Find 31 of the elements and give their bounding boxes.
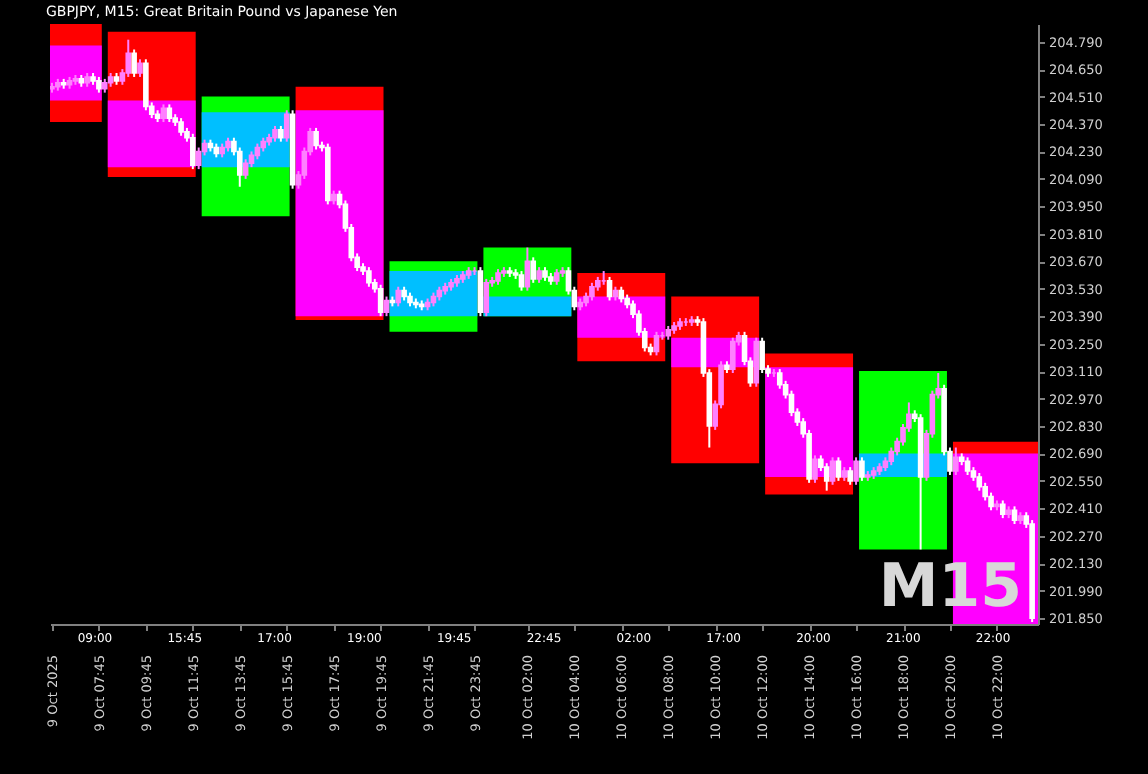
candlestick <box>524 246 531 292</box>
candlestick <box>859 456 865 482</box>
candlestick <box>477 266 484 318</box>
candlestick <box>395 285 402 308</box>
candlestick <box>835 456 842 482</box>
candlestick <box>530 256 537 284</box>
candlestick <box>853 456 859 486</box>
candlestick <box>242 158 249 180</box>
candlestick <box>753 336 760 388</box>
candlestick <box>653 330 660 357</box>
candlestick <box>730 336 736 375</box>
candlestick <box>483 277 490 318</box>
candlestick <box>366 266 372 288</box>
candlestick <box>377 283 384 318</box>
candlestick <box>518 270 525 292</box>
candlestick <box>953 446 959 476</box>
candlestick <box>313 126 319 151</box>
candlestick <box>606 275 613 302</box>
candlestick <box>788 389 795 418</box>
candlestick <box>283 109 290 143</box>
candlestick <box>143 58 149 112</box>
candlestick <box>125 38 132 78</box>
candlestick <box>823 462 830 492</box>
candlestick <box>829 456 836 486</box>
candlestick <box>812 454 818 484</box>
candlestick <box>759 336 765 375</box>
candlestick <box>195 146 202 171</box>
candlestick <box>236 146 243 188</box>
candlestick <box>383 295 390 318</box>
candlestick <box>190 132 196 171</box>
candlestick <box>131 48 137 78</box>
